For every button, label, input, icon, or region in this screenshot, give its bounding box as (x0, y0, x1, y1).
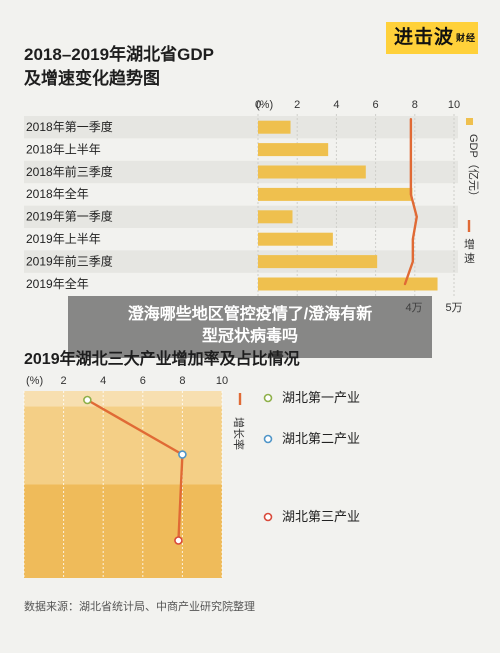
category-label: 2019年第一季度 (26, 209, 113, 224)
top-tick-label: 8 (179, 375, 185, 387)
industry-chart-title: 2019年湖北三大产业增加率及占比情况 (24, 351, 300, 368)
gdp-bar (258, 187, 413, 201)
gdp-bar (258, 232, 333, 246)
chart-title-line2: 及增速变化趋势图 (24, 69, 160, 88)
growth-line (403, 117, 418, 286)
brand-logo: 进击波 财经 (386, 22, 478, 54)
logo-sub: 财经 (456, 33, 477, 43)
gdp-bar (258, 143, 329, 157)
top-tick-label: 2 (61, 375, 67, 387)
top-axis-unit: (%) (256, 99, 273, 111)
top-tick-label: 10 (216, 375, 228, 387)
category-label: 2018年上半年 (26, 142, 101, 156)
industry-legend-marker (263, 434, 273, 444)
legend-growth-label: 增长率 (232, 417, 246, 450)
overlay-line1: 澄海哪些地区管控疫情了/澄海有新 (127, 306, 373, 323)
top-tick-label: 2 (294, 99, 300, 111)
gdp-bar (258, 277, 438, 291)
top-tick-label: 8 (412, 99, 418, 111)
industry-band-2 (24, 406, 222, 485)
legend-gdp-swatch (466, 118, 473, 125)
gdp-bar (258, 210, 293, 224)
legend-growth-label-1: 增 (464, 237, 475, 251)
gdp-growth-chart: 0 2 4 6 8 10 (%) 2018年第一季度 2018年上半年 2018年前三季度 2018… (24, 99, 480, 314)
overlay-line2: 型冠状病毒吗 (201, 328, 298, 345)
category-label: 2018年全年 (26, 186, 89, 201)
logo-text: 进击波 (394, 27, 455, 49)
industry-legend-marker (263, 393, 273, 403)
industry-legend-label: 湖北第三产业 (282, 509, 360, 524)
gdp-bar (258, 165, 366, 179)
industry-legend-label: 湖北第一产业 (282, 390, 360, 405)
data-source: 数据来源：湖北省统计局、中商产业研究院整理 (24, 601, 255, 613)
category-label: 2018年前三季度 (26, 164, 113, 179)
industry-point (178, 450, 187, 459)
industry-band-3 (24, 484, 222, 578)
bottom-tick-label: 5万 (445, 302, 462, 314)
top-tick-label: 6 (140, 375, 146, 387)
row-stripe (24, 205, 458, 228)
industry-legend-label: 湖北第二产业 (282, 431, 360, 446)
category-label: 2018年第一季度 (26, 119, 113, 134)
legend-gdp-label: GDP（亿元） (467, 134, 480, 202)
top-axis-unit: (%) (26, 375, 43, 387)
legend-growth-label-2: 速 (464, 252, 475, 265)
top-tick-label: 0 (255, 99, 261, 111)
top-tick-label: 4 (333, 99, 339, 111)
chart-title-line1: 2018–2019年湖北省GDP (24, 45, 214, 64)
gdp-bar (258, 255, 378, 269)
watermark-overlay: 澄海哪些地区管控疫情了/澄海有新 型冠状病毒吗 (68, 296, 432, 358)
gdp-bar (258, 120, 291, 134)
row-stripe (24, 116, 458, 139)
top-tick-label: 10 (448, 99, 460, 111)
category-label: 2019年全年 (26, 276, 89, 291)
top-tick-label: 4 (100, 375, 106, 387)
category-label: 2019年前三季度 (26, 253, 113, 268)
industry-point (174, 536, 183, 545)
industry-band-1 (24, 391, 222, 407)
top-tick-label: 6 (373, 99, 379, 111)
industry-legend-marker (263, 512, 273, 522)
category-label: 2019年上半年 (26, 232, 101, 246)
industry-point (83, 395, 92, 405)
